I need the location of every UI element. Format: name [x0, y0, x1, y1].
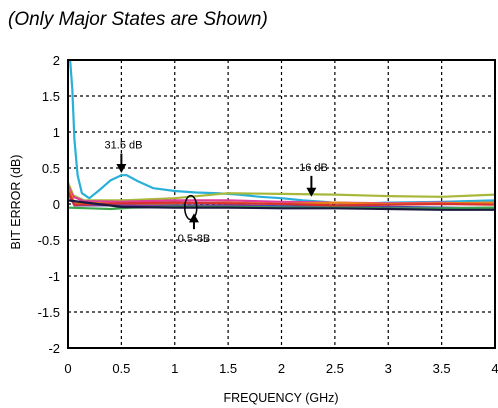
annotation-arrow-head — [116, 164, 127, 174]
y-tick-label: 0.5 — [42, 161, 60, 176]
x-tick-labels: 0 0.5 1 1.5 2 2.5 3 3.5 4 — [64, 361, 498, 376]
y-tick-label: -1.5 — [38, 305, 60, 320]
x-tick-label: 2.5 — [326, 361, 344, 376]
x-tick-label: 2 — [278, 361, 285, 376]
annotation-arrow-head — [188, 213, 199, 223]
plot-frame — [67, 59, 496, 349]
y-tick-labels: 2 1.5 1 0.5 0 -0.5 -1 -1.5 -2 — [38, 53, 60, 356]
y-tick-label: -1 — [48, 269, 60, 284]
series-line — [69, 59, 496, 206]
x-tick-label: 3 — [385, 361, 392, 376]
x-axis-label: FREQUENCY (GHz) — [223, 391, 338, 405]
y-tick-label: -0.5 — [38, 233, 60, 248]
y-tick-label: 1 — [53, 125, 60, 140]
series-line — [67, 199, 495, 211]
x-tick-label: 4 — [491, 361, 498, 376]
annotation-label: 16 dB — [299, 162, 328, 174]
x-tick-label: 3.5 — [433, 361, 451, 376]
annotations-group: 31.5 dB 16 dB 0.5-8B — [105, 140, 328, 246]
y-axis-label: BIT ERROR (dB) — [9, 155, 23, 250]
annotation-label: 0.5-8B — [178, 233, 210, 245]
y-tick-label: 1.5 — [42, 89, 60, 104]
x-tick-label: 0.5 — [112, 361, 130, 376]
chart-subtitle: (Only Major States are Shown) — [8, 9, 268, 30]
annotation-arrow-head — [306, 187, 317, 197]
series-group — [66, 59, 496, 211]
annotation-label: 31.5 dB — [105, 140, 143, 152]
y-tick-label: -2 — [48, 341, 60, 356]
x-tick-label: 1 — [171, 361, 178, 376]
y-tick-label: 0 — [53, 197, 60, 212]
y-tick-label: 2 — [53, 53, 60, 68]
x-tick-label: 0 — [64, 361, 71, 376]
x-tick-label: 1.5 — [219, 361, 237, 376]
